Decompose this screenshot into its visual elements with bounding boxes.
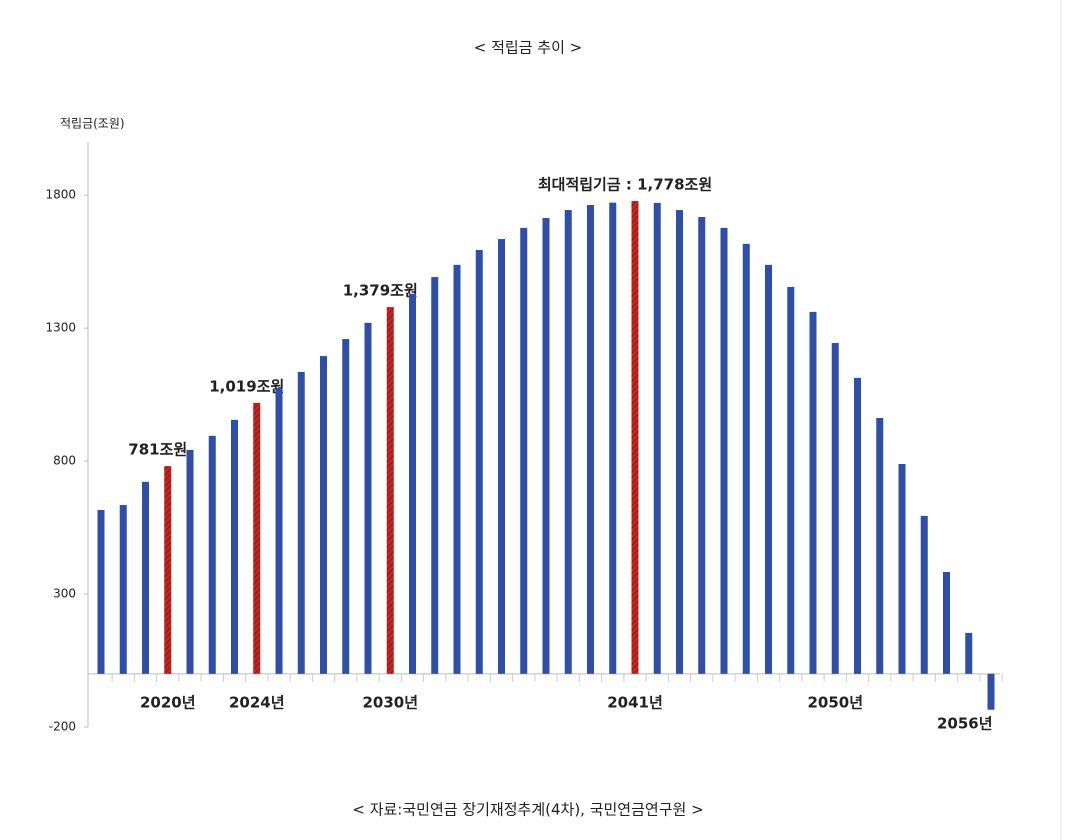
value-label: 781조원 [128,441,187,459]
bar [498,239,505,674]
bar [186,449,194,674]
bar [943,571,950,674]
bar [920,515,928,674]
bar [831,343,839,674]
bar [698,216,706,674]
x-tick-label: 2041년 [607,694,663,712]
bar [297,372,305,674]
bar [876,418,884,674]
bar [965,632,973,674]
x-tick-label: 2050년 [807,694,863,712]
bar [542,218,550,674]
bar [475,249,483,674]
y-tick-label: 300 [53,587,76,601]
y-tick-label: 1800 [45,188,76,202]
bar [119,504,127,674]
bar [987,673,995,710]
bar [342,339,350,674]
bar [653,202,661,674]
bar [253,402,261,674]
bar [742,243,750,674]
bar [854,377,861,674]
bar [386,307,394,674]
bar [409,293,416,674]
x-tick-label: 2030년 [362,694,418,712]
value-label: 최대적립기금 : 1,778조원 [538,176,712,194]
bar [520,227,528,674]
bar [142,481,149,674]
x-tick-label: 2020년 [140,694,196,712]
bar [564,210,572,674]
value-label: 1,019조원 [209,377,284,395]
bar [431,277,439,674]
bar [809,311,817,674]
bar [97,510,105,674]
chart-title: < 적립금 추이 > [474,39,582,57]
bar [720,227,728,674]
bar [208,435,216,674]
y-tick-label: 800 [53,454,76,468]
bar [765,264,772,674]
bar [164,466,172,674]
value-label: 1,379조원 [343,282,418,300]
bar [453,264,461,674]
y-axis-label: 적립금(조원) [60,117,125,131]
bar [231,419,238,674]
source: < 자료:국민연금 장기재정추계(4차), 국민연금연구원 > [352,801,703,819]
bar [787,286,795,674]
bar [676,210,683,674]
y-tick-label: -200 [49,720,76,734]
bar [587,205,594,674]
bar [364,322,372,674]
bar [320,356,327,674]
bar [631,201,639,674]
bar [609,202,617,674]
x-tick-label: 2056년 [937,715,993,733]
bar [898,464,906,674]
bar [275,387,283,674]
x-tick-label: 2024년 [229,694,285,712]
y-tick-label: 1300 [45,321,76,335]
